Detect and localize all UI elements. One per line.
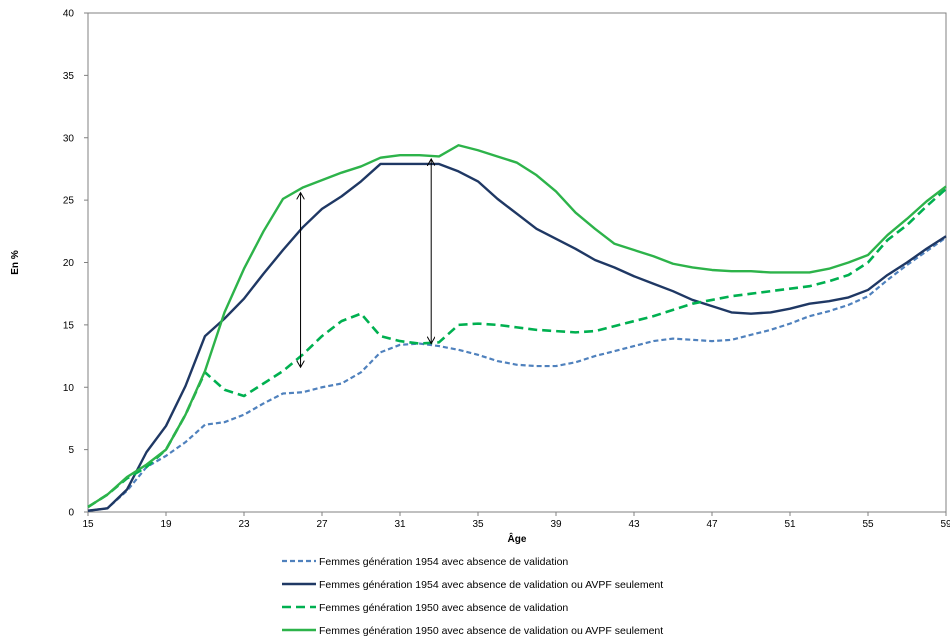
- legend: Femmes génération 1954 avec absence de v…: [282, 556, 663, 637]
- x-tick-label: 23: [238, 519, 250, 530]
- series-line-2: [87, 162, 947, 512]
- x-tick-label: 31: [394, 519, 406, 530]
- y-tick-label: 10: [63, 383, 75, 394]
- x-tick-label: 27: [316, 519, 328, 530]
- annotation-layer: [301, 159, 432, 367]
- legend-label-1: Femmes génération 1954 avec absence de v…: [319, 556, 568, 568]
- series-line-3: [87, 187, 947, 509]
- y-tick-label: 20: [63, 258, 75, 269]
- series-line-1: [87, 236, 947, 512]
- legend-label-3: Femmes génération 1950 avec absence de v…: [319, 602, 568, 614]
- x-tick-label: 59: [940, 519, 950, 530]
- x-tick-label: 43: [628, 519, 640, 530]
- series-line-4: [87, 144, 947, 509]
- x-tick-label: 51: [784, 519, 796, 530]
- x-tick-label: 39: [550, 519, 562, 530]
- legend-label-2: Femmes génération 1954 avec absence de v…: [319, 579, 663, 591]
- y-tick-label: 0: [68, 508, 74, 519]
- x-tick-label: 35: [472, 519, 484, 530]
- y-tick-label: 40: [63, 9, 75, 20]
- x-tick-label: 19: [160, 519, 172, 530]
- y-axis: 0 5 10 15 20 25 30 35 40: [63, 9, 88, 519]
- y-tick-label: 5: [68, 445, 74, 456]
- y-tick-label: 35: [63, 71, 75, 82]
- y-tick-label: 15: [63, 320, 75, 331]
- x-tick-label: 15: [82, 519, 94, 530]
- y-axis-title: En %: [10, 250, 21, 275]
- series-layer: [87, 144, 947, 512]
- y-tick-label: 25: [63, 196, 75, 207]
- x-axis-title: Âge: [508, 532, 527, 545]
- legend-label-4: Femmes génération 1950 avec absence de v…: [319, 625, 663, 637]
- x-axis: 15 19 23 27 31 35 39 43 47 51 55 59: [82, 512, 950, 530]
- x-tick-label: 47: [706, 519, 718, 530]
- y-tick-label: 30: [63, 133, 75, 144]
- plot-frame: [87, 12, 947, 513]
- plot-area: [87, 12, 947, 513]
- x-tick-label: 55: [862, 519, 874, 530]
